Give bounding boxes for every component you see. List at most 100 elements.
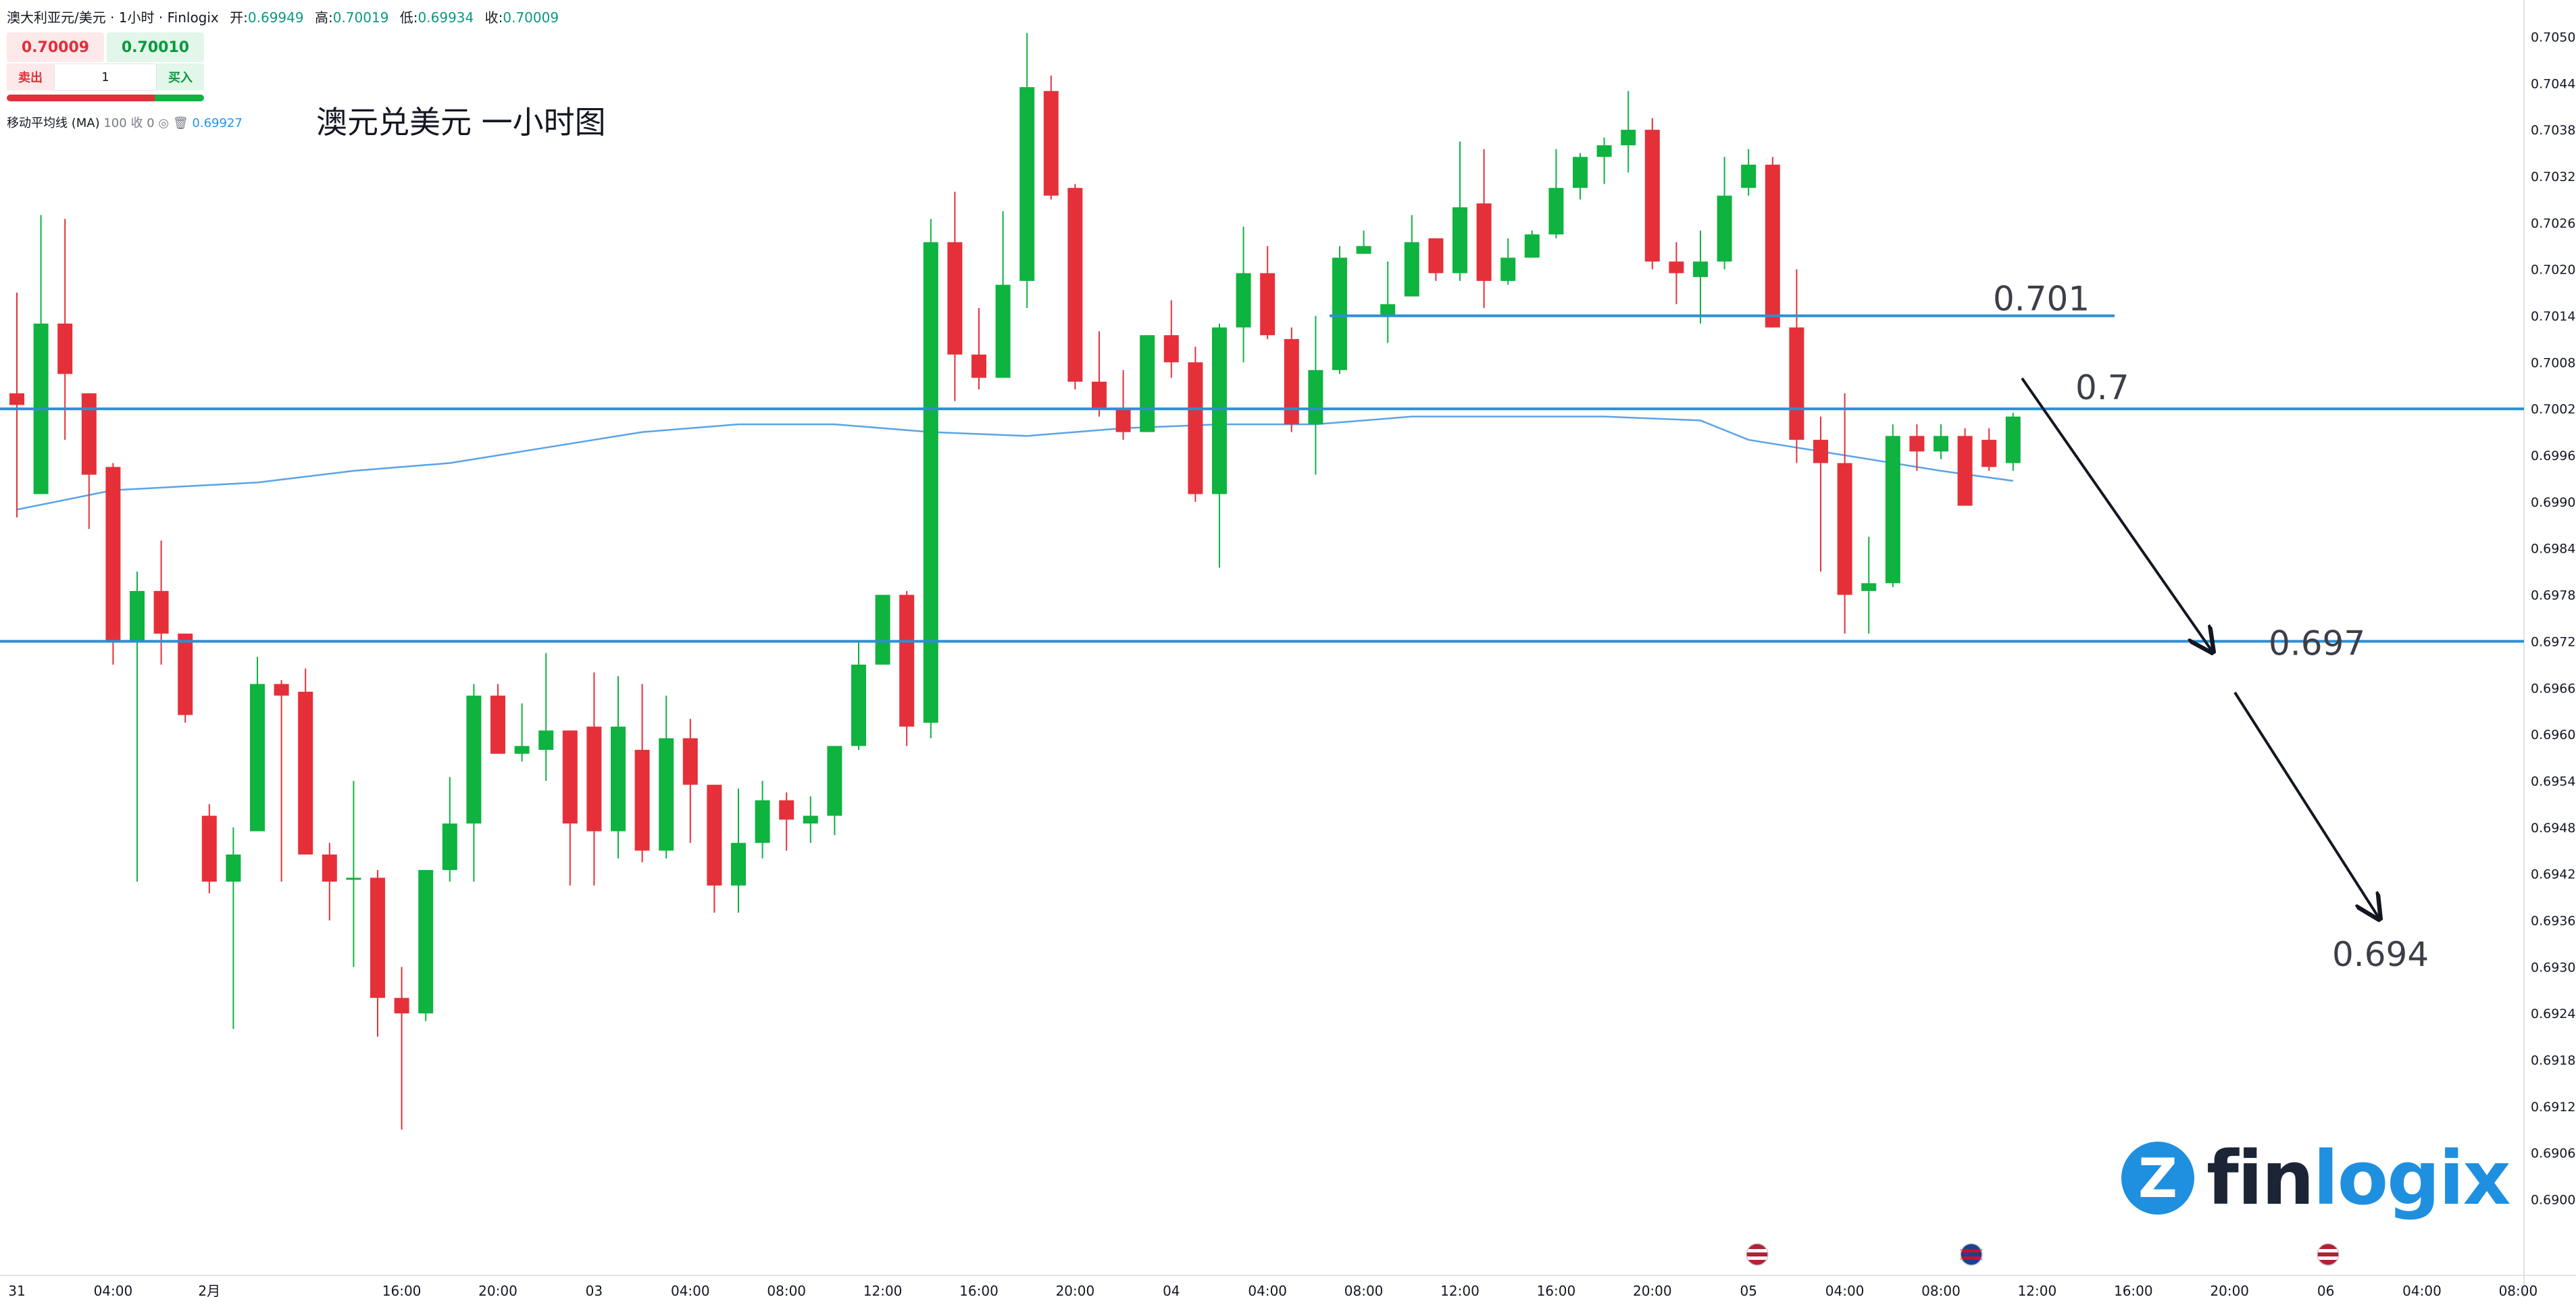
candle-body [1861,583,1877,591]
buy-ratio-fill [155,95,204,101]
candle [634,684,650,863]
candle [827,746,842,836]
candle-body [1548,188,1564,235]
candle [1188,347,1203,502]
candle-body [250,684,265,832]
quantity-input[interactable]: 1 [54,63,157,91]
candle [947,191,963,401]
x-tick-label: 04:00 [671,1283,710,1297]
candle [971,308,986,390]
candle [1837,393,1852,634]
candle [1981,428,1997,471]
candle-body [947,242,963,355]
candle [1404,215,1419,297]
candle-body [995,284,1011,378]
open-value: 0.69949 [247,9,304,26]
candle [201,804,217,894]
time-axis[interactable]: 31 04:00 2月 16:00 20:00 03 04:00 08:00 12:00 16:0… [8,1283,2537,1297]
x-tick-label: 16:00 [1537,1283,1576,1297]
candle-body [682,738,698,785]
candle-body [1453,207,1467,274]
candle [779,792,794,851]
label-0701: 0.701 [1993,280,2090,319]
candle [274,680,289,882]
candle [1043,75,1059,200]
candle-body [1813,440,1828,463]
candle [250,657,265,832]
candle-body [1476,203,1492,281]
candle-body [1428,238,1444,274]
buy-button[interactable]: 买入 [157,63,204,91]
candle [466,684,482,882]
sell-button[interactable]: 卖出 [7,63,54,91]
symbol-header: 澳大利亚元/美元 · 1小时 · Finlogix 开:0.69949 高:0.… [7,7,559,26]
x-tick-label: 31 [8,1283,25,1297]
buy-price-button[interactable]: 0.70010 [107,32,204,62]
symbol-title[interactable]: 澳大利亚元/美元 · 1小时 · Finlogix [7,9,219,26]
candle-body [634,750,650,851]
candle [1693,230,1708,324]
candle-body [81,393,97,475]
x-tick-label: 04:00 [1825,1283,1865,1297]
logo-wordmark: finlogix [2206,1135,2511,1221]
eye-icon[interactable]: ◎ [158,116,170,130]
trade-panel: 0.70009 0.70010 卖出 1 买入 [7,32,204,101]
candle [611,676,626,859]
us-flag-icon[interactable] [2317,1243,2340,1266]
candle-body [1957,436,1973,506]
indicator-legend[interactable]: 移动平均线 (MA) 100 收 0 ◎ 🗑 0.69927 [7,113,243,131]
x-tick-label: 04:00 [2402,1283,2442,1297]
candle-body [1621,130,1636,146]
candle [33,215,49,494]
candle [538,653,554,781]
candle [2005,412,2021,471]
au-flag-icon[interactable] [1960,1243,1983,1266]
candle-body [1789,327,1804,440]
candle-body [1837,463,1852,595]
x-tick-label: 20:00 [1056,1283,1095,1297]
candle [1741,149,1757,196]
close-label: 收: [484,9,503,26]
candle-body [1765,164,1780,328]
candle-body [659,738,674,851]
logo-mark-icon: Z [2121,1142,2194,1215]
candle [995,211,1011,378]
candle [731,788,746,913]
candle-body [1693,261,1708,278]
us-flag-icon[interactable] [1746,1243,1769,1266]
candle [586,672,602,886]
candle [1380,261,1396,343]
candle [1957,428,1973,506]
candle [1453,141,1467,281]
indicator-value: 0.69927 [192,116,243,130]
candle-body [2005,416,2021,463]
sell-price-button[interactable]: 0.70009 [7,32,104,62]
price-row: 0.70009 0.70010 [7,32,204,62]
candle [81,393,97,530]
open-label: 开: [230,9,248,26]
ma100-line [16,415,2013,511]
candle [1308,315,1323,475]
candle [1813,416,1828,572]
x-tick-label: 12:00 [863,1283,903,1297]
x-tick-label: 2月 [198,1283,220,1297]
candle-body [226,854,241,882]
event-flags[interactable] [1746,1243,2340,1266]
candle [514,703,530,762]
candle-body [1934,436,1948,452]
trash-icon[interactable]: 🗑 [172,116,188,130]
candle [707,784,722,913]
